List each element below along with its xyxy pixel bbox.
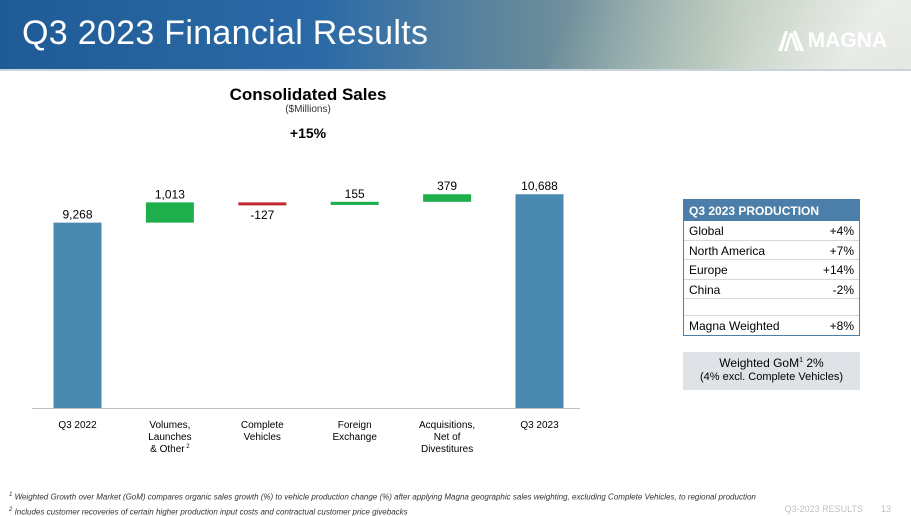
- chart-subtitle: ($Millions): [285, 104, 331, 115]
- category-label: Q3 2022: [58, 420, 97, 431]
- production-row-label: Europe: [689, 263, 728, 277]
- data-label: 10,688: [521, 179, 558, 193]
- footnote-1: 1 Weighted Growth over Market (GoM) comp…: [9, 489, 889, 504]
- gom-callout: Weighted GoM1 2% (4% excl. Complete Vehi…: [683, 352, 860, 390]
- footnote-text: Includes customer recoveries of certain …: [12, 507, 408, 516]
- bar-total: [53, 222, 102, 408]
- bar-decrease: [238, 202, 287, 206]
- growth-annotation: +15%: [289, 125, 327, 141]
- magna-logo: MAGNA: [777, 29, 887, 52]
- bar-total: [515, 194, 564, 408]
- header-divider: [0, 69, 911, 71]
- gom-value: 2%: [803, 356, 824, 370]
- footnotes: 1 Weighted Growth over Market (GoM) comp…: [9, 489, 889, 516]
- gom-label: Weighted GoM: [719, 356, 800, 370]
- slide-title: Q3 2023 Financial Results: [22, 14, 429, 52]
- slide-footer: Q3-2023 RESULTS 13: [767, 504, 891, 514]
- data-label: 155: [345, 187, 365, 201]
- production-row-value: +8%: [829, 319, 854, 333]
- production-table-title: Q3 2023 PRODUCTION: [684, 200, 859, 221]
- production-row-value: +4%: [829, 224, 854, 238]
- waterfall-chart: 9,268 Q3 2022 1,013 Volumes, Launches & Other…: [32, 179, 580, 455]
- production-row-label: China: [689, 282, 721, 297]
- gom-headline: Weighted GoM1 2%: [683, 352, 860, 370]
- production-row-spacer: [684, 299, 859, 316]
- bar-increase: [423, 194, 472, 202]
- production-row-magna-weighted: Magna Weighted +8%: [684, 316, 859, 336]
- data-label: 9,268: [62, 208, 92, 222]
- footnote-marker: 2: [9, 506, 13, 513]
- production-row-north-america: North America +7%: [684, 241, 859, 260]
- slide-footer-label: Q3-2023 RESULTS: [784, 504, 863, 514]
- production-row-value: +14%: [822, 263, 854, 277]
- category-label: Q3 2023: [520, 420, 559, 431]
- logo-text: MAGNA: [807, 29, 887, 52]
- category-label: Complete Vehicles: [241, 420, 284, 443]
- category-label: Acquisitions, Net of Divestitures: [419, 420, 475, 455]
- production-row-global: Global +4%: [684, 221, 859, 241]
- data-label: 379: [437, 179, 457, 193]
- production-row-label: North America: [689, 243, 766, 258]
- footnote-marker: 1: [9, 492, 13, 498]
- production-row-label: Magna Weighted: [689, 319, 780, 333]
- magna-a-logo-icon: [777, 31, 804, 51]
- production-table: Q3 2023 PRODUCTION Global +4% North Amer…: [683, 199, 860, 336]
- production-row-value: +7%: [829, 243, 854, 258]
- bar-increase: [330, 201, 379, 205]
- production-row-label: Global: [689, 224, 724, 238]
- chart-title: Consolidated Sales: [229, 85, 387, 104]
- data-label: 1,013: [155, 187, 185, 201]
- production-row-china: China -2%: [684, 280, 859, 299]
- slide-header: Q3 2023 Financial Results MAGNA: [0, 0, 911, 69]
- slide-page-number: 13: [880, 504, 891, 514]
- gom-note: (4% excl. Complete Vehicles): [699, 371, 844, 383]
- production-row-europe: Europe +14%: [684, 260, 859, 280]
- footnote-text: Weighted Growth over Market (GoM) compar…: [12, 492, 756, 502]
- footnote-ref: 1: [799, 357, 804, 364]
- data-label: -127: [250, 208, 274, 222]
- category-label: Foreign Exchange: [332, 420, 377, 443]
- category-label: Volumes, Launches & Other 2: [148, 420, 191, 455]
- bar-increase: [145, 202, 194, 223]
- production-row-value: -2%: [832, 282, 854, 297]
- footnote-2: 2 Includes customer recoveries of certai…: [9, 504, 889, 516]
